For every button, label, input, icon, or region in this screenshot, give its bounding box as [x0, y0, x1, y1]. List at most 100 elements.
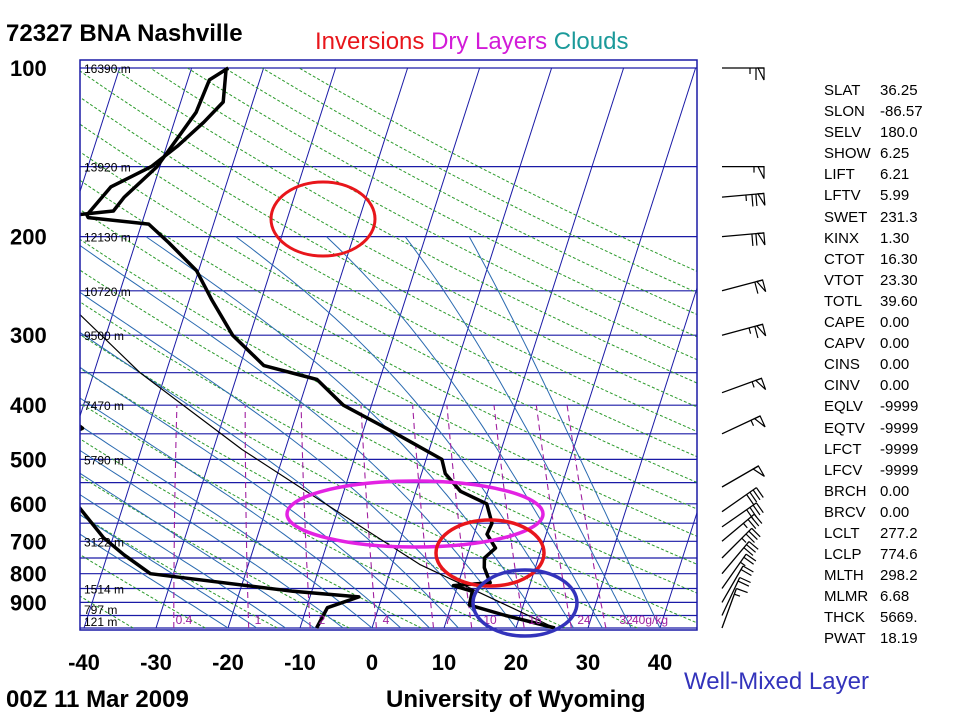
wind-barb-flag: [749, 491, 758, 503]
annotation-shapes: [269, 180, 579, 638]
index-value: 231.3: [880, 208, 918, 226]
wind-barb-half-flag: [740, 561, 746, 567]
wind-barb: [721, 541, 759, 575]
index-value: 0.00: [880, 503, 910, 521]
legend-clouds: Clouds: [553, 28, 629, 55]
pressure-tick-label: 900: [10, 590, 47, 615]
mixing-ratio-line: [244, 405, 250, 629]
index-row: LIFT 6.21: [824, 164, 950, 185]
stability-indices-table: SLAT 36.25 SLON -86.57 SELV 180.0 SHOW 6.25 LIFT…: [824, 80, 950, 650]
wind-barb: [721, 553, 757, 589]
temperature-tick-label: -30: [140, 650, 172, 675]
pressure-tick-label: 800: [10, 562, 47, 587]
index-value: 5.99: [880, 187, 910, 205]
index-row: BRCV 0.00: [824, 502, 950, 523]
mixing-ratio-line: [535, 405, 572, 629]
dry-adiabat: [80, 367, 566, 629]
height-label: 797 m: [84, 603, 117, 617]
index-name: LFCV: [824, 461, 863, 479]
temperature-tick-label: 30: [576, 650, 600, 675]
moist-adiabat: [326, 236, 603, 629]
index-name: EQTV: [824, 419, 865, 437]
index-row: CTOT 16.30: [824, 249, 950, 270]
index-row: MLMR 6.68: [824, 586, 950, 607]
index-value: 5669.: [880, 609, 918, 627]
mixing-ratio-label: 40g/kg: [632, 613, 668, 627]
index-row: CINV 0.00: [824, 375, 950, 396]
index-value: 16.30: [880, 250, 918, 268]
wind-barb-staff: [721, 541, 750, 575]
height-label: 121 m: [84, 615, 117, 629]
isotherm-line: [587, 286, 697, 629]
dry-adiabat: [80, 238, 697, 565]
dry-adiabat: [80, 96, 697, 433]
wind-barb: [721, 513, 763, 542]
mixing-ratio-label: 1: [255, 613, 262, 627]
temperature-tick-label: 0: [366, 650, 378, 675]
wind-barb-staff: [721, 487, 757, 513]
wind-barb-staff: [721, 323, 763, 336]
index-value: 6.25: [880, 145, 910, 163]
dry-adiabat: [80, 123, 697, 458]
wind-barb-pennant: [755, 279, 767, 292]
dewpoint-profile: [80, 66, 361, 629]
moist-adiabat: [80, 424, 373, 629]
moist-adiabat: [404, 236, 632, 629]
moist-adiabat: [80, 514, 258, 629]
wind-barb-pennant: [757, 166, 765, 179]
mixing-ratio-line: [300, 405, 311, 629]
wind-barb: [721, 576, 751, 616]
well-mixed-label: Well-Mixed Layer: [684, 668, 869, 695]
wind-barb-flag: [752, 504, 761, 516]
index-row: SHOW 6.25: [824, 143, 950, 164]
isotherm-line: [299, 67, 481, 629]
wind-barb: [721, 192, 766, 207]
wind-barb-staff: [721, 565, 744, 603]
index-name: CINS: [824, 356, 860, 374]
index-row: LFCV -9999: [824, 460, 950, 481]
legend-inversions: Inversions: [315, 28, 425, 55]
index-row: KINX 1.30: [824, 228, 950, 249]
isotherm-line: [443, 67, 625, 629]
wind-barb: [722, 165, 765, 179]
data-source: University of Wyoming: [386, 686, 646, 713]
wind-barb-staff: [721, 415, 761, 435]
wind-barb-flag: [754, 281, 759, 294]
wind-barb-flag: [746, 544, 756, 553]
index-value: 0.00: [880, 335, 910, 353]
index-row: LFCT -9999: [824, 439, 950, 460]
wind-barb-flag: [742, 565, 754, 573]
index-name: LIFT: [824, 166, 855, 184]
wind-barb-staff: [721, 588, 738, 629]
pressure-tick-label: 600: [10, 492, 47, 517]
pressure-tick-label: 400: [10, 393, 47, 418]
index-row: CAPE 0.00: [824, 312, 950, 333]
wind-barbs: [721, 67, 767, 629]
wind-barb-flag: [755, 233, 758, 246]
index-value: 0.00: [880, 482, 910, 500]
wind-barb-flag: [752, 489, 761, 501]
moist-adiabat: [468, 236, 661, 629]
wind-barb-staff: [721, 192, 764, 198]
moist-adiabat: [80, 494, 286, 629]
wind-barb-pennant: [757, 67, 765, 81]
index-row: THCK 5669.: [824, 607, 950, 628]
index-name: MLMR: [824, 588, 869, 606]
index-value: -86.57: [880, 103, 923, 121]
wind-barb-flag: [754, 326, 759, 339]
mixing-ratio-label: 16: [528, 613, 542, 627]
legend-dry-layers: Dry Layers: [431, 28, 548, 55]
index-row: VTOT 23.30: [824, 270, 950, 291]
index-name: TOTL: [824, 292, 863, 310]
pressure-tick-label: 700: [10, 529, 47, 554]
wind-barb: [721, 527, 761, 559]
wind-barb-pennant: [755, 323, 767, 337]
mixing-ratio-line: [360, 405, 377, 629]
index-value: 6.21: [880, 166, 910, 184]
height-label: 10720 m: [84, 285, 131, 299]
index-name: LFCT: [824, 440, 862, 458]
index-name: SELV: [824, 124, 862, 142]
wind-barb-staff: [721, 527, 753, 559]
